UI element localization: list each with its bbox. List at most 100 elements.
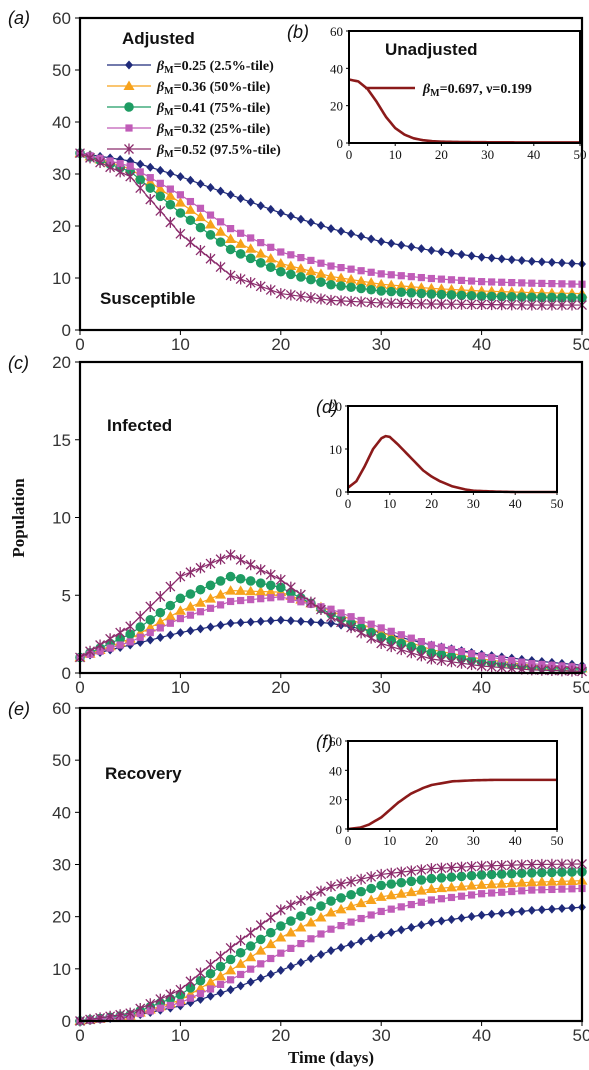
x-tick-label: 0 — [345, 496, 352, 511]
x-tick-label: 20 — [425, 496, 438, 511]
data-point — [427, 274, 435, 283]
data-point — [227, 597, 235, 606]
data-point — [186, 197, 195, 206]
panel-label: (f) — [316, 732, 333, 752]
data-point — [456, 881, 468, 891]
data-point — [215, 226, 227, 236]
data-point — [376, 297, 387, 309]
data-point — [446, 298, 457, 310]
data-point — [206, 622, 215, 632]
data-point — [486, 661, 497, 673]
series-3 — [76, 593, 586, 672]
data-point — [227, 225, 235, 233]
y-tick-label: 60 — [52, 9, 71, 28]
data-point — [286, 269, 296, 280]
data-point — [205, 593, 217, 603]
data-point — [496, 662, 507, 674]
data-point — [486, 299, 497, 311]
legend-swatch-marker — [124, 102, 134, 112]
data-point — [355, 275, 367, 286]
data-point — [225, 964, 237, 975]
data-point — [136, 168, 144, 176]
data-point — [186, 994, 195, 1002]
data-point — [125, 629, 135, 639]
data-point — [347, 918, 355, 926]
data-point — [516, 859, 527, 871]
data-point — [116, 641, 124, 649]
data-point — [215, 237, 226, 247]
data-point — [447, 276, 456, 284]
data-point — [568, 885, 576, 893]
data-point — [506, 292, 517, 302]
data-point — [496, 299, 507, 311]
data-point — [415, 885, 427, 895]
data-point — [426, 647, 437, 658]
data-point — [396, 297, 407, 309]
series-0 — [347, 778, 557, 831]
data-point — [355, 897, 367, 908]
data-point — [85, 645, 95, 657]
data-point — [196, 624, 205, 634]
data-point — [105, 633, 116, 645]
data-point — [538, 279, 546, 288]
data-point — [306, 274, 316, 285]
y-tick-label: 0 — [62, 321, 71, 340]
data-point — [556, 858, 567, 870]
data-point — [557, 258, 566, 268]
data-point — [267, 243, 275, 251]
data-point — [417, 898, 425, 906]
data-point — [518, 887, 526, 895]
data-point — [136, 159, 145, 169]
data-point — [417, 637, 425, 646]
data-point — [538, 660, 546, 669]
data-point — [396, 866, 407, 878]
data-point — [306, 617, 315, 627]
data-point — [417, 244, 426, 254]
data-point — [215, 589, 227, 599]
legend-entry: βM=0.36 (50%-tile) — [107, 80, 271, 97]
panel-annotation: Infected — [107, 416, 172, 435]
data-point — [367, 268, 375, 276]
data-point — [125, 1007, 136, 1019]
data-point — [405, 281, 417, 291]
data-point — [95, 157, 106, 169]
data-point — [437, 916, 446, 926]
data-point — [396, 877, 407, 888]
data-point — [467, 251, 476, 261]
data-point — [506, 859, 517, 871]
data-point — [166, 619, 174, 627]
panel-c: 0 10 20 30 40 50 0 5 10 15 20 (c) Infected — [8, 353, 589, 697]
data-point — [144, 176, 156, 187]
y-tick-label: 40 — [52, 113, 71, 132]
data-point — [496, 859, 507, 871]
data-point — [547, 867, 557, 878]
data-point — [357, 267, 365, 275]
data-point — [437, 895, 446, 903]
data-point — [416, 875, 427, 885]
data-point — [165, 581, 176, 593]
legend: βM=0.25 (2.5%-tile) βM=0.36 (50%-tile) βM=… — [107, 59, 281, 160]
data-point — [346, 622, 357, 634]
data-point — [336, 616, 346, 628]
data-point — [185, 975, 196, 987]
x-tick-label: 10 — [383, 833, 396, 848]
data-point — [538, 886, 546, 894]
data-point — [245, 243, 257, 253]
data-point — [156, 633, 165, 643]
panel-label: (c) — [8, 353, 29, 373]
data-point — [377, 270, 385, 278]
data-point — [156, 624, 164, 632]
data-point — [367, 933, 376, 943]
data-point — [547, 904, 556, 914]
legend: βM=0.697, ν=0.199 — [365, 82, 532, 99]
data-point — [245, 941, 256, 951]
data-point — [466, 290, 477, 301]
x-tick-label: 30 — [467, 833, 480, 848]
y-tick-label: 60 — [52, 699, 71, 718]
data-point — [386, 286, 397, 297]
data-point — [164, 610, 176, 621]
data-point — [486, 291, 497, 302]
y-tick-label: 30 — [52, 165, 71, 184]
data-point — [447, 645, 456, 653]
data-point — [516, 299, 527, 311]
